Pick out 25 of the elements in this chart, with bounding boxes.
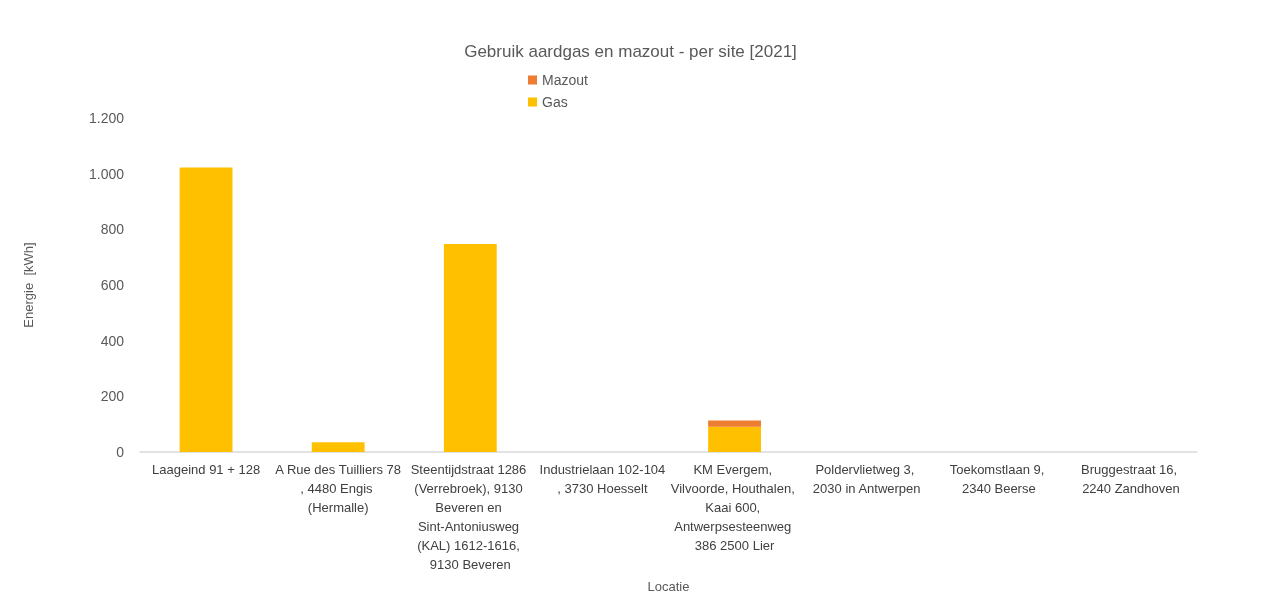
bar xyxy=(311,442,365,452)
x-tick-label: Poldervlietweg 3, 2030 in Antwerpen xyxy=(812,462,921,496)
y-tick-label: 800 xyxy=(100,221,125,238)
y-tick-label: 200 xyxy=(100,388,125,405)
y-tick-label: 1.000 xyxy=(88,165,125,182)
x-tick-label: KM Evergem, Vilvoorde, Houthalen, Kaai 600, Antwerpsesteenweg 386 2500 Lier xyxy=(670,462,799,553)
x-tick-label: Industrielaan 102-104, 3730 Hoesselt xyxy=(539,462,666,496)
x-tick-label: Toekomstlaan 9, 2340 Beerse xyxy=(949,462,1048,496)
bar xyxy=(708,420,761,427)
x-tick-label: Laageind 91 + 128 xyxy=(152,462,261,477)
y-tick-label: 0 xyxy=(116,444,125,460)
x-tick-label: Bruggestraat 16, 2240 Zandhoven xyxy=(1081,462,1181,496)
y-tick-label: 1.200 xyxy=(88,110,125,126)
x-tick-label: A Rue des Tuilliers 78, 4480 Engis (Hermalle) xyxy=(275,462,402,515)
bar xyxy=(708,426,761,452)
legend-label: Gas xyxy=(542,94,568,110)
bar xyxy=(443,244,497,452)
y-tick-label: 600 xyxy=(100,277,125,293)
y-tick-label: 400 xyxy=(100,332,125,349)
chart-title: Gebruik aardgas en mazout - per site [2021] xyxy=(464,42,797,61)
x-tick-label: Steentijdstraat 1286 (Verrebroek), 9130 Beveren en Sint-Antoniusweg (KAL) 1612-1616, 9130 Beveren xyxy=(410,462,530,572)
legend-label: Mazout xyxy=(542,72,589,88)
bar xyxy=(179,167,233,452)
y-axis-title: Energie [kWh] xyxy=(21,242,36,328)
x-axis-title: Locatie xyxy=(647,579,690,594)
